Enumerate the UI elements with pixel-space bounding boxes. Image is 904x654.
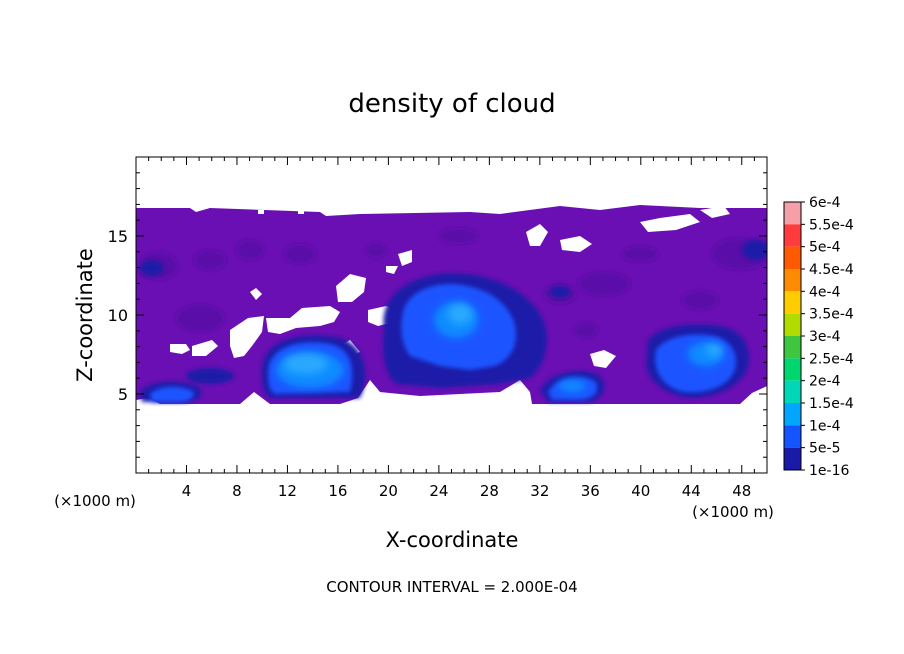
colorbar-label: 5e-5 <box>809 441 840 457</box>
x-tick-label: 44 <box>682 482 701 500</box>
x-tick-label: 20 <box>379 482 398 500</box>
x-tick-label: 36 <box>581 482 600 500</box>
colorbar-label: 6e-4 <box>809 195 841 211</box>
y-tick-label: 5 <box>118 385 128 404</box>
colorbar-swatch <box>784 246 801 269</box>
colorbar: 6e-4 5.5e-4 5e-4 4.5e-4 4e-4 3.5e-4 3e-4 2.5e-4… <box>783 195 854 479</box>
x-tick-label: 48 <box>732 482 751 500</box>
colorbar-swatch <box>784 202 801 225</box>
y-tick-label: 15 <box>108 227 128 246</box>
cloud-texture <box>138 228 767 338</box>
colorbar-swatch <box>784 224 801 247</box>
y-axis-label: Z-coordinate <box>73 248 97 382</box>
colorbar-label: 2.5e-4 <box>809 351 854 367</box>
y-tick-label: 10 <box>108 306 128 325</box>
x-unit-left: (×1000 m) <box>54 492 136 510</box>
x-tick-label: 40 <box>631 482 650 500</box>
y-axis: 5 10 15 <box>108 172 767 458</box>
x-tick-label: 28 <box>480 482 499 500</box>
colorbar-label: 1e-16 <box>809 463 849 479</box>
contour-interval-footer: CONTOUR INTERVAL = 2.000E-04 <box>326 578 577 596</box>
chart-title: density of cloud <box>348 89 555 119</box>
x-tick-label: 12 <box>278 482 297 500</box>
colorbar-frame <box>783 201 802 471</box>
colorbar-label: 4e-4 <box>809 284 841 300</box>
x-tick-label: 16 <box>328 482 347 500</box>
x-tick-label: 4 <box>182 482 192 500</box>
colorbar-label: 3e-4 <box>809 329 841 345</box>
x-axis: 4 8 12 16 20 24 28 32 36 40 44 48 <box>148 157 768 500</box>
colorbar-swatch <box>784 269 801 292</box>
colorbar-label: 4.5e-4 <box>809 262 854 278</box>
colorbar-label: 2e-4 <box>809 374 841 390</box>
colorbar-swatch <box>784 447 801 470</box>
x-tick-label: 24 <box>429 482 448 500</box>
x-tick-label: 8 <box>232 482 242 500</box>
cloud-peak-region <box>284 304 722 374</box>
x-axis-label: X-coordinate <box>386 528 519 552</box>
colorbar-label: 5.5e-4 <box>809 217 854 233</box>
x-tick-label: 32 <box>530 482 549 500</box>
colorbar-swatch <box>784 380 801 403</box>
colorbar-swatch <box>784 425 801 448</box>
colorbar-swatch <box>784 291 801 314</box>
x-unit-right: (×1000 m) <box>692 503 774 521</box>
colorbar-swatch <box>784 336 801 359</box>
colorbar-swatch <box>784 403 801 426</box>
colorbar-label: 3.5e-4 <box>809 307 854 323</box>
colorbar-label: 5e-4 <box>809 240 841 256</box>
colorbar-label: 1.5e-4 <box>809 396 854 412</box>
colorbar-swatch <box>784 313 801 336</box>
plot-area <box>136 157 767 473</box>
colorbar-swatch <box>784 358 801 381</box>
colorbar-label: 1e-4 <box>809 418 841 434</box>
